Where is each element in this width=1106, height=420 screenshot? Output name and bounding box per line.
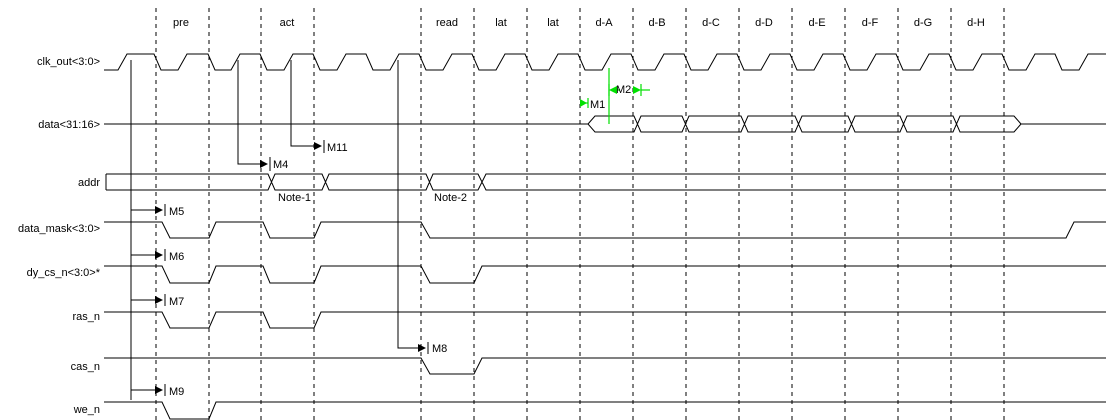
signal-name-clk: clk_out<3:0> (37, 56, 100, 68)
data-bus-edges (641, 115, 741, 133)
data-bus-cells (587, 115, 1022, 133)
cycle-label: d-F (862, 17, 879, 29)
data-valid-measures: M2 M1 (580, 68, 650, 124)
cas-n-waveform (104, 357, 1106, 375)
m8-label: M8 (432, 343, 447, 355)
cycle-label: d-D (755, 17, 773, 29)
cycle-label: d-H (967, 17, 985, 29)
m4-label: M4 (273, 159, 288, 171)
ras-n-waveform (104, 311, 1106, 329)
cycle-label: d-A (595, 17, 613, 29)
m8-group: M8 (397, 60, 447, 355)
dy-cs-n-waveform (104, 265, 1106, 284)
m8-arrow (397, 60, 424, 349)
m1-label: M1 (590, 99, 605, 111)
m11-arrow (290, 60, 320, 147)
m2-label: M2 (616, 84, 631, 96)
cycle-label: act (280, 17, 295, 29)
cycle-labels: pre act read lat lat d-A d-B d-C d-D d-E… (173, 17, 985, 29)
m6-label: M6 (169, 251, 184, 263)
m2-left-arrowhead (609, 86, 617, 94)
signal-name-cas-n: cas_n (71, 361, 100, 373)
data-mask-waveform (104, 221, 1106, 239)
addr-arrows: M4 M11 (237, 60, 348, 171)
cycle-label: d-C (702, 17, 720, 29)
note-1: Note-1 (278, 192, 311, 204)
data-waveform (104, 115, 1106, 133)
m2-right-arrowhead (633, 86, 641, 94)
m5-arrowhead (155, 206, 163, 214)
m4-arrow (237, 60, 266, 165)
signal-name-data-mask: data_mask<3:0> (18, 223, 100, 235)
we-n-waveform (104, 401, 1106, 420)
signal-name-we-n: we_n (73, 404, 100, 416)
clk-waveform (104, 53, 1106, 71)
note-2: Note-2 (434, 192, 467, 204)
cycle-label: pre (173, 17, 189, 29)
m9-label: M9 (169, 386, 184, 398)
cycle-label: d-E (808, 17, 825, 29)
cycle-label: d-B (648, 17, 665, 29)
cycle-label: lat (495, 17, 507, 29)
causality-arrows: M5 M6 M7 M9 (130, 60, 184, 400)
cycle-label: lat (547, 17, 559, 29)
cycle-label: read (436, 17, 458, 29)
signal-name-ras-n: ras_n (72, 311, 100, 323)
addr-bus (105, 173, 1106, 191)
m1-arrowhead (580, 99, 587, 107)
m7-arrowhead (155, 296, 163, 304)
m9-arrowhead (155, 386, 163, 394)
addr-waveform: Note-1 Note-2 (105, 173, 1106, 204)
signal-name-data: data<31:16> (38, 119, 100, 131)
m4-arrowhead (260, 160, 268, 168)
m5-label: M5 (169, 206, 184, 218)
m6-arrowhead (155, 251, 163, 259)
signal-names: clk_out<3:0> data<31:16> addr data_mask<… (18, 56, 101, 416)
m8-arrowhead (418, 344, 426, 352)
cycle-label: d-G (914, 17, 932, 29)
signal-name-dy-cs-n: dy_cs_n<3:0>* (27, 267, 101, 279)
m11-arrowhead (314, 142, 322, 150)
m7-label: M7 (169, 296, 184, 308)
m11-label: M11 (327, 142, 348, 154)
signal-name-addr: addr (78, 177, 100, 189)
